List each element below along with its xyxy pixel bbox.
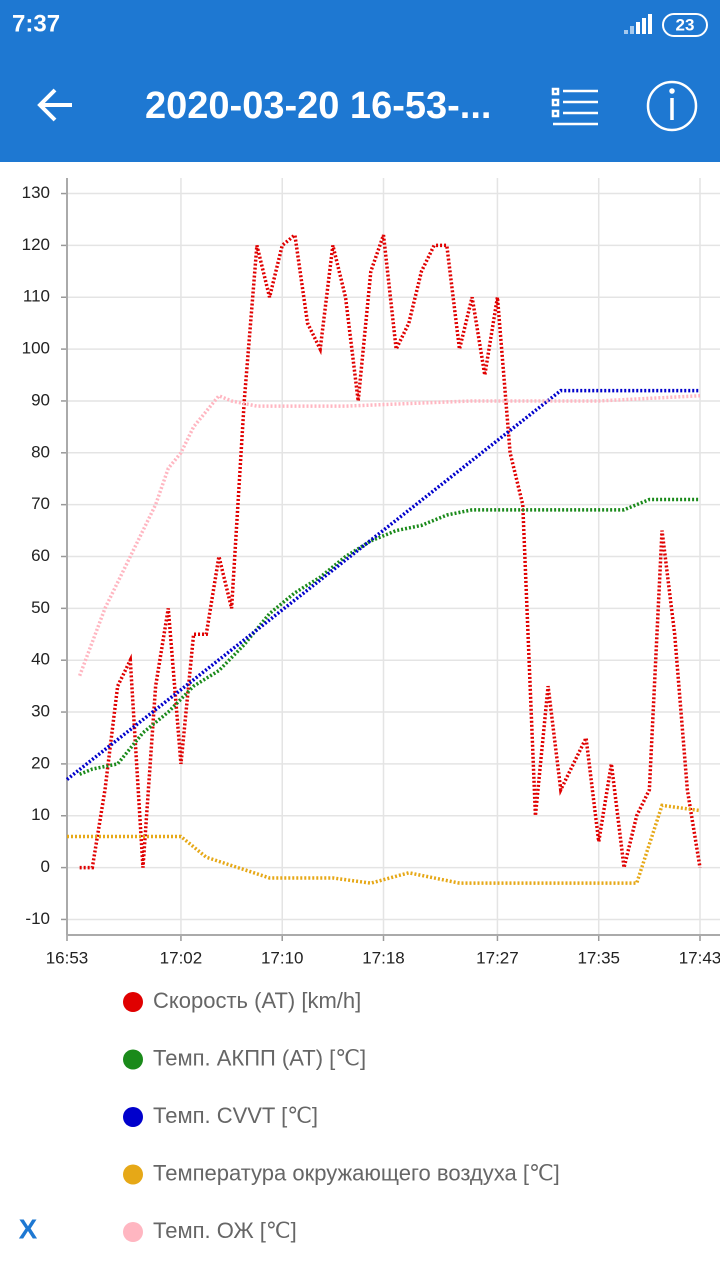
legend-label: Скорость (AT) [km/h]: [153, 988, 361, 1013]
app-title: 2020-03-20 16-53-...: [145, 85, 491, 127]
legend: Скорость (AT) [km/h] Темп. АКПП (AT) [℃] Т…: [123, 988, 560, 1243]
series-line: [65, 388, 700, 781]
signal-icon: [624, 14, 652, 34]
y-tick-label: 0: [41, 857, 50, 876]
x-tick-label: 17:10: [261, 948, 304, 967]
x-tick-label: 17:18: [362, 948, 405, 967]
y-tick-label: 100: [22, 339, 50, 358]
back-button[interactable]: [37, 88, 72, 122]
legend-swatch: [123, 1164, 143, 1185]
x-tick-label: 16:53: [46, 948, 89, 967]
y-tick-label: 70: [31, 494, 50, 513]
y-tick-label: 20: [31, 753, 50, 772]
legend-swatch: [123, 1107, 143, 1127]
series-line: [78, 393, 701, 677]
series-line: [78, 497, 700, 776]
y-tick-label: 90: [31, 390, 50, 409]
x-tick-label: 17:02: [160, 948, 203, 967]
x-tick-label: 17:27: [476, 948, 519, 967]
x-tick-label: 17:35: [577, 948, 620, 967]
legend-label: Темп. АКПП (AT) [℃]: [153, 1045, 366, 1070]
y-tick-label: 40: [31, 650, 50, 669]
app-bar-bg: [0, 0, 720, 162]
close-button[interactable]: X: [19, 1213, 38, 1244]
legend-label: Темп. ОЖ [℃]: [153, 1218, 297, 1243]
y-tick-label: 30: [31, 702, 50, 721]
chart: -10 0 10 20 30 40 50 60 70 80 90 100 110 120 130 16:53 1…: [22, 178, 720, 967]
x-tick-label: 17:43: [679, 948, 720, 967]
list-button[interactable]: [551, 87, 598, 126]
y-tick-label: 130: [22, 183, 50, 202]
legend-label: Темп. CVVT [℃]: [153, 1103, 318, 1128]
y-tick-label: -10: [25, 909, 50, 928]
y-tick-label: 60: [31, 546, 50, 565]
y-tick-label: 10: [31, 805, 50, 824]
y-tick-label: 50: [31, 598, 50, 617]
status-time: 7:37: [12, 10, 60, 37]
battery-icon: [662, 13, 708, 37]
legend-label: Температура окружающего воздуха [℃]: [153, 1160, 560, 1185]
series-line: [67, 803, 701, 885]
series-line: [79, 231, 702, 870]
legend-swatch: [123, 1049, 143, 1070]
legend-swatch: [123, 1222, 143, 1242]
y-tick-label: 110: [23, 287, 50, 306]
battery-level: 23: [676, 15, 695, 34]
y-tick-label: 80: [31, 442, 50, 461]
y-tick-label: 120: [22, 235, 50, 254]
info-button[interactable]: [646, 80, 698, 132]
legend-swatch: [123, 992, 143, 1012]
